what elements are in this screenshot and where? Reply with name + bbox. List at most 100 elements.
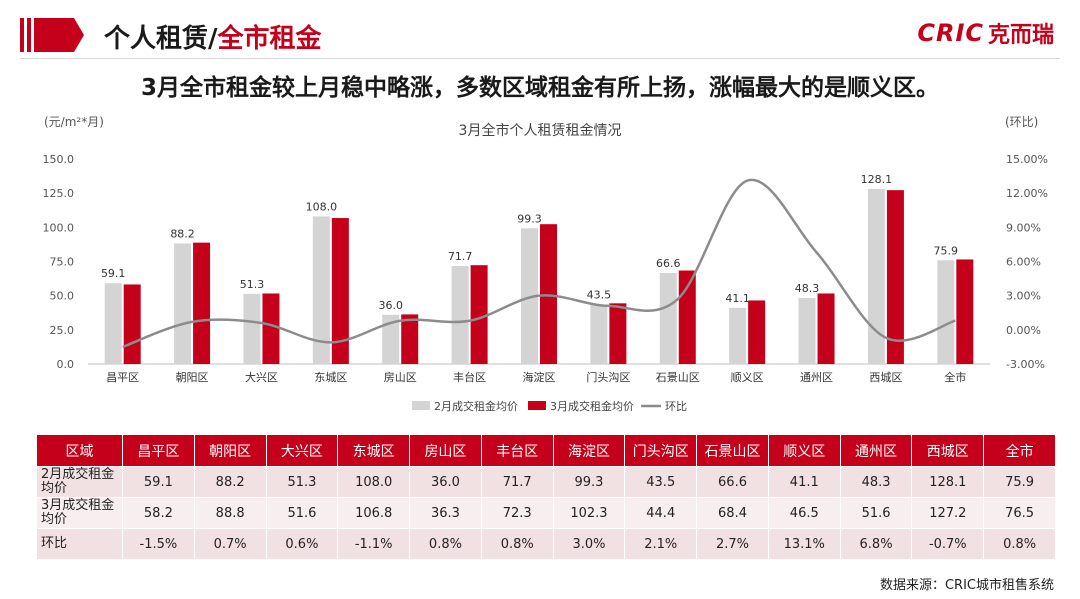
- bar-mar: [609, 303, 627, 364]
- bar-feb: [312, 216, 330, 364]
- table-cell: 88.8: [193, 497, 267, 529]
- bar-feb: [867, 188, 885, 364]
- table-cell: 13.1%: [767, 528, 841, 560]
- brand-logo: CRIC 克而瑞: [917, 18, 1054, 48]
- rent-chart: 3月全市个人租赁租金情况 (元/m²*月) (环比) 0.0 25.0 50.0 75.0 1…: [0, 108, 1080, 426]
- bar-mar: [262, 293, 280, 364]
- table-header-cell: 海淀区: [552, 434, 626, 467]
- bar-mar: [193, 242, 211, 364]
- y-tick-label: 75.0: [50, 256, 75, 269]
- x-tick-label: 房山区: [384, 371, 417, 384]
- bar-feb-value-label: 128.1: [861, 173, 893, 186]
- legend-label-mom: 环比: [665, 400, 687, 413]
- table-cell: 88.2: [193, 466, 267, 498]
- y2-tick-label: 15.00%: [1006, 153, 1048, 166]
- header-divider: [20, 58, 1060, 59]
- bar-mar: [956, 259, 974, 364]
- x-tick-label: 门头沟区: [586, 370, 630, 384]
- x-tick-label: 丰台区: [453, 370, 486, 384]
- legend-label-feb: 2月成交租金均价: [434, 399, 518, 413]
- table-header-row: 区域 昌平区 朝阳区 大兴区 东城区 房山区 丰台区 海淀区 门头沟区 石景山区 顺义区 通州区 西城区…: [36, 434, 1056, 467]
- x-tick-label: 东城区: [314, 371, 347, 384]
- table-cell: 51.6: [839, 497, 913, 529]
- table-cell: 106.8: [337, 497, 411, 529]
- bar-mar: [817, 293, 835, 364]
- chart-title: 3月全市个人租赁租金情况: [459, 122, 622, 139]
- legend-swatch-feb: [412, 401, 430, 410]
- x-tick-label: 海淀区: [523, 370, 556, 384]
- table-cell: 36.0: [409, 466, 482, 498]
- table-header-cell: 西城区: [911, 434, 985, 467]
- bar-feb-value-label: 88.2: [170, 227, 195, 240]
- y2-tick-label: 12.00%: [1006, 187, 1048, 200]
- bar-mar: [401, 314, 419, 364]
- bar-feb: [104, 283, 122, 364]
- page-title-accent: 全市租金: [217, 24, 322, 54]
- table-cell: 3.0%: [552, 528, 626, 560]
- table-header-region: 区域: [36, 434, 123, 467]
- bar-feb: [659, 272, 677, 364]
- table-cell: 75.9: [983, 466, 1056, 498]
- x-tick-label: 大兴区: [245, 370, 278, 384]
- bar-feb: [243, 293, 261, 364]
- x-tick-label: 昌平区: [106, 371, 139, 384]
- y-tick-label: 0.0: [57, 358, 75, 371]
- table-cell: 59.1: [122, 466, 195, 498]
- table-cell: 99.3: [552, 466, 626, 498]
- table-row-label: 2月成交租金均价: [36, 466, 123, 498]
- table-cell: 43.5: [624, 466, 698, 498]
- table-cell: 58.2: [122, 497, 195, 529]
- legend-label-mar: 3月成交租金均价: [550, 399, 634, 413]
- brand-logo-cn: 克而瑞: [987, 23, 1054, 48]
- table-cell: -1.1%: [337, 528, 411, 560]
- header-top-bar: [0, 0, 1080, 4]
- table-header-cell: 房山区: [409, 434, 482, 467]
- table-header-cell: 石景山区: [696, 434, 769, 467]
- table-row: 2月成交租金均价 59.1 88.2 51.3 108.0 36.0 71.7 99.3 43.…: [36, 466, 1056, 498]
- table-cell: -0.7%: [911, 528, 985, 560]
- table-cell: 46.5: [767, 497, 841, 529]
- bar-mar: [886, 190, 904, 364]
- page-title-prefix: 个人租赁/: [104, 24, 218, 54]
- table-cell: 128.1: [911, 466, 985, 498]
- bar-feb: [174, 243, 192, 364]
- y2-tick-label: 3.00%: [1006, 290, 1041, 303]
- bar-feb-value-label: 51.3: [240, 278, 265, 291]
- bar-feb: [590, 304, 608, 364]
- x-tick-label: 西城区: [869, 371, 902, 384]
- bar-feb: [937, 260, 955, 364]
- table-header-cell: 丰台区: [480, 434, 554, 467]
- y-tick-label: 50.0: [50, 290, 75, 303]
- brand-logo-en: CRIC: [917, 19, 984, 47]
- table-cell: 108.0: [337, 466, 411, 498]
- data-source-note: 数据来源：CRIC城市租售系统: [879, 578, 1054, 593]
- mom-line: [122, 178, 956, 349]
- y2-tick-label: 0.00%: [1006, 324, 1041, 337]
- table-cell: 0.8%: [409, 528, 482, 560]
- bar-feb: [729, 307, 747, 364]
- table-cell: 41.1: [767, 466, 841, 498]
- y2-axis-label: (环比): [1005, 115, 1038, 129]
- y2-tick-label: -3.00%: [1006, 358, 1045, 371]
- y2-tick-label: 9.00%: [1006, 221, 1041, 234]
- y-tick-label: 125.0: [43, 187, 75, 200]
- bar-mar: [540, 224, 557, 364]
- table-cell: 51.3: [265, 466, 339, 498]
- table-cell: 2.7%: [696, 528, 769, 560]
- table-cell: 0.8%: [480, 528, 554, 560]
- table-cell: 6.8%: [839, 528, 913, 560]
- bar-mar: [748, 300, 766, 364]
- rent-chart-svg: 3月全市个人租赁租金情况 (元/m²*月) (环比) 0.0 25.0 50.0 75.0 1…: [43, 115, 1048, 413]
- y-tick-label: 150.0: [43, 153, 75, 166]
- table-header-cell: 昌平区: [122, 434, 195, 467]
- table-cell: 51.6: [265, 497, 339, 529]
- bar-feb: [798, 297, 816, 364]
- bar-mar: [123, 284, 141, 364]
- table-header-cell: 大兴区: [265, 434, 339, 467]
- table-cell: 127.2: [911, 497, 985, 529]
- bar-feb: [382, 314, 400, 364]
- table-header-cell: 顺义区: [767, 434, 841, 467]
- x-tick-label: 通州区: [800, 371, 833, 384]
- page-title: 个人租赁/全市租金: [104, 18, 322, 55]
- bar-feb-value-label: 75.9: [934, 244, 959, 257]
